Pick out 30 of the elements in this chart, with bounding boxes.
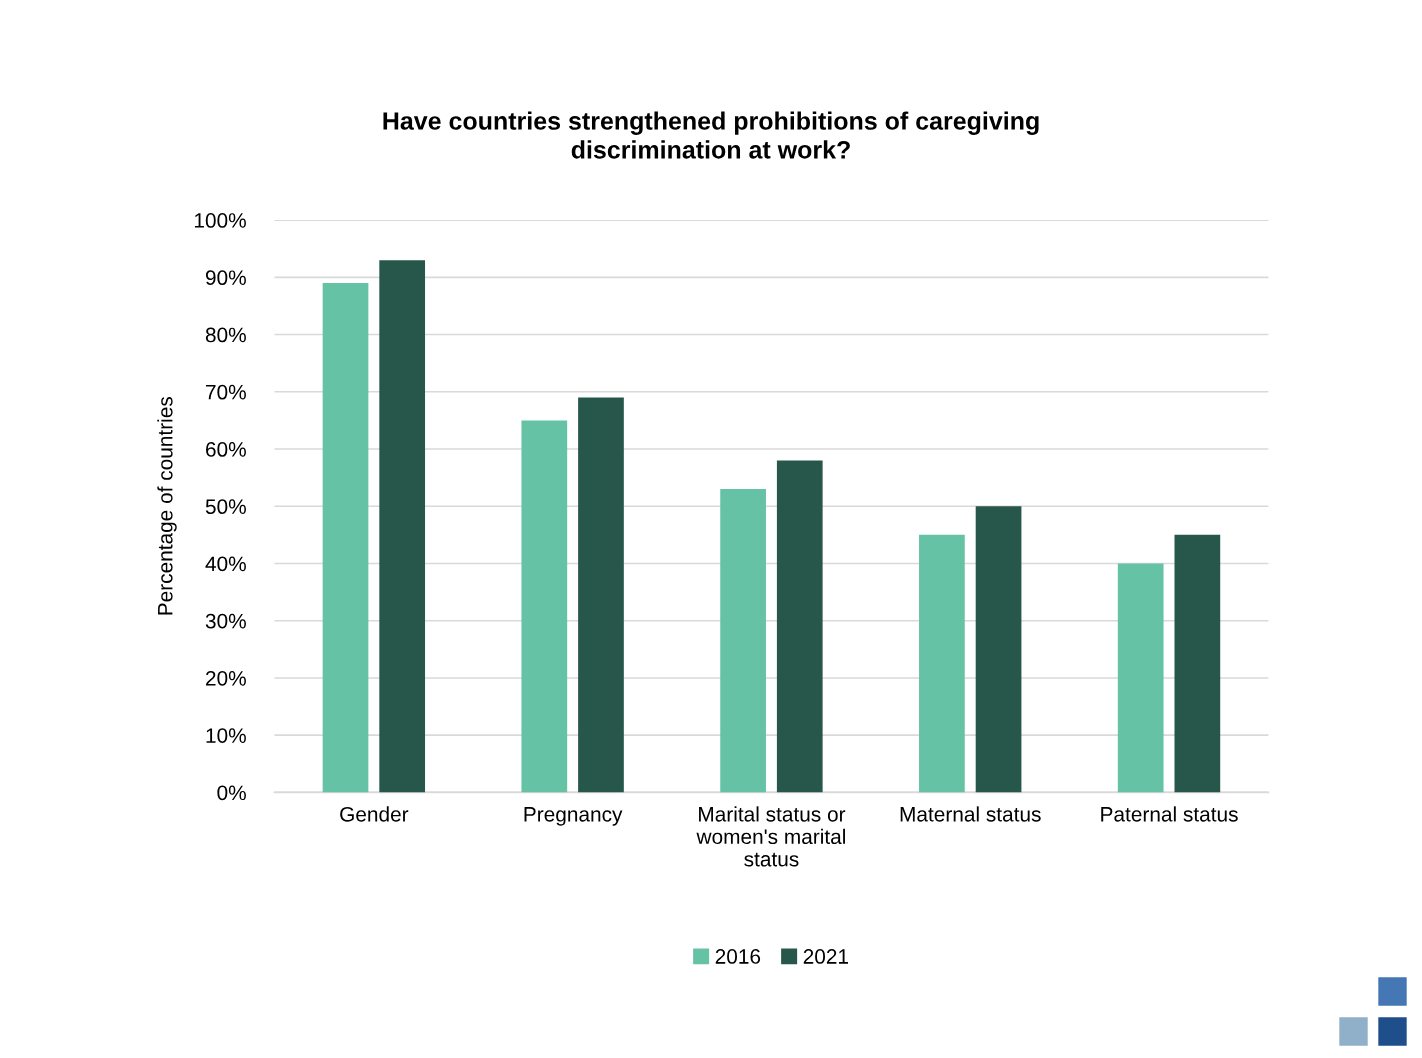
x-tick-label: Gender [340, 806, 409, 822]
y-tick-label: 10% [206, 728, 246, 743]
bar [322, 283, 369, 793]
y-tick-label: 20% [206, 670, 246, 686]
bar [919, 534, 965, 793]
y-tick-label: 0% [217, 785, 246, 801]
legend-label: 2016 [715, 949, 761, 964]
y-tick-label: 100% [194, 213, 246, 228]
y-tick-label: 70% [206, 384, 246, 400]
bar [1117, 563, 1164, 793]
y-axis-title: Percentage of countries [157, 396, 177, 615]
bar [776, 460, 823, 793]
bar [578, 397, 624, 793]
y-tick-label: 80% [205, 327, 246, 343]
chart-title: Have countries strengthened prohibitions of caregiving discrimination at work? [383, 111, 1039, 159]
x-tick-label: Paternal status [1101, 806, 1238, 822]
x-tick-label: Marital status or women's marital status [696, 806, 846, 867]
y-tick-label: 60% [206, 442, 246, 457]
x-tick-label: Pregnancy [524, 807, 623, 826]
bar [975, 506, 1022, 793]
bar [379, 260, 426, 793]
bar [1174, 534, 1221, 793]
bar [521, 420, 568, 793]
x-tick-label: Maternal status [900, 806, 1041, 822]
y-tick-label: 90% [205, 270, 246, 286]
bar [720, 489, 766, 793]
legend-label: 2021 [803, 949, 849, 964]
y-tick-label: 40% [205, 556, 246, 572]
y-tick-label: 30% [205, 613, 246, 629]
y-tick-label: 50% [205, 499, 246, 515]
